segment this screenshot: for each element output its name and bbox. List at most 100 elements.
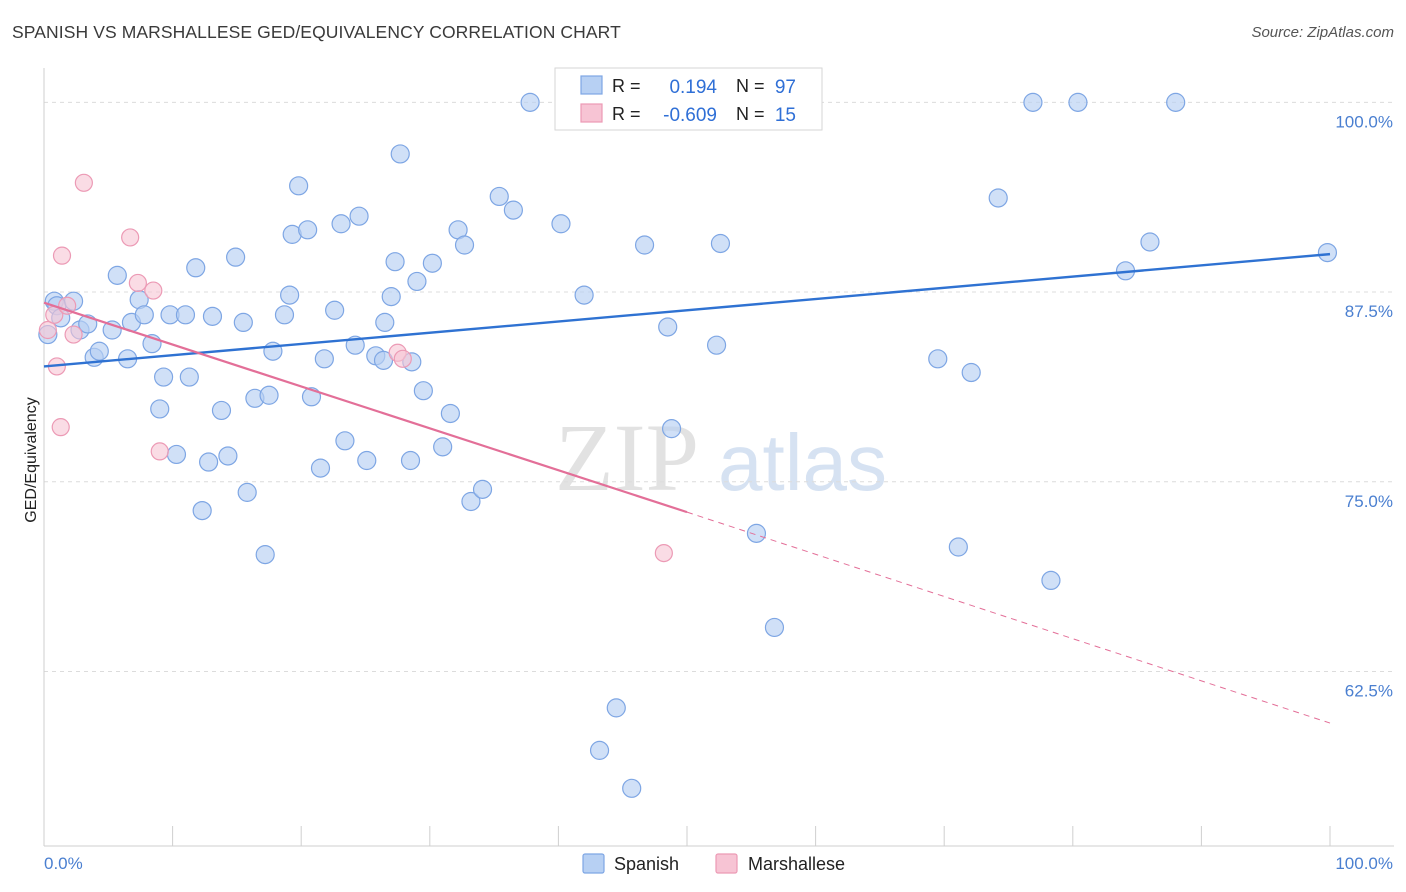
source-label: Source: ZipAtlas.com (1251, 24, 1394, 41)
marshallese-point-10 (144, 281, 163, 300)
spanish-point-60 (433, 437, 453, 457)
spanish-point-44 (331, 214, 351, 234)
spanish-point-14 (134, 305, 154, 325)
spanish-r-label: R = (612, 76, 641, 96)
spanish-point-90 (1023, 92, 1043, 112)
marshallese-trend-line (43, 301, 688, 514)
spanish-point-39 (298, 220, 318, 240)
marshallese-stat-swatch (580, 103, 603, 123)
spanish-point-65 (472, 479, 493, 499)
spanish-point-63 (454, 235, 475, 255)
spanish-point-22 (186, 258, 206, 278)
spanish-point-43 (325, 300, 345, 320)
spanish-point-66 (489, 186, 509, 207)
spanish-point-95 (1166, 92, 1186, 112)
spanish-point-71 (574, 285, 594, 305)
spanish-point-94 (1140, 232, 1160, 252)
marshallese-points (38, 173, 673, 563)
legend-label-marshallese: Marshallese (748, 854, 845, 874)
spanish-point-55 (400, 450, 421, 471)
spanish-point-52 (381, 287, 401, 307)
spanish-point-79 (706, 335, 727, 355)
spanish-point-45 (335, 431, 355, 451)
spanish-point-57 (407, 271, 427, 292)
spanish-point-21 (179, 367, 199, 387)
marshallese-point-11 (150, 442, 169, 461)
spanish-r-value: 0.194 (669, 77, 717, 98)
y-tick-label-2: 75.0% (1345, 492, 1393, 511)
spanish-point-50 (373, 350, 394, 370)
spanish-point-38 (289, 176, 309, 196)
marshallese-point-14 (654, 543, 673, 563)
spanish-point-36 (280, 285, 300, 305)
spanish-point-64 (461, 491, 481, 512)
legend-label-spanish: Spanish (614, 854, 679, 874)
spanish-point-16 (150, 399, 170, 419)
spanish-point-58 (413, 381, 433, 401)
spanish-point-91 (1041, 570, 1061, 591)
spanish-point-28 (226, 247, 246, 267)
spanish-point-72 (589, 740, 610, 760)
spanish-point-42 (314, 349, 334, 369)
spanish-point-32 (255, 545, 275, 565)
y-tick-label-3: 62.5% (1345, 681, 1393, 700)
legend-swatch-marshallese (715, 853, 738, 874)
spanish-point-75 (634, 235, 655, 255)
spanish-trend-line (43, 252, 1331, 368)
spanish-point-51 (375, 312, 395, 333)
spanish-point-29 (233, 312, 253, 333)
spanish-point-54 (390, 144, 410, 164)
spanish-point-82 (746, 523, 767, 543)
spanish-point-88 (961, 362, 981, 383)
chart-title: SPANISH VS MARSHALLESE GED/EQUIVALENCY C… (12, 22, 621, 42)
spanish-point-47 (349, 206, 369, 226)
spanish-point-89 (988, 188, 1008, 208)
trend-lines (43, 252, 1331, 724)
spanish-point-20 (175, 305, 196, 325)
y-tick-labels: 100.0% 87.5% 75.0% 62.5% (1335, 112, 1393, 700)
spanish-point-27 (218, 446, 238, 466)
marshallese-point-9 (128, 273, 147, 293)
marshallese-point-3 (51, 418, 70, 437)
spanish-point-96 (1317, 243, 1338, 263)
watermark: ZIP atlas (555, 404, 887, 511)
marshallese-r-value: -0.609 (663, 105, 717, 126)
marshallese-point-7 (74, 173, 93, 192)
spanish-point-76 (658, 317, 678, 337)
spanish-point-30 (237, 482, 257, 502)
y-axis-title: GED/Equivalency (23, 397, 40, 522)
spanish-point-23 (192, 501, 212, 521)
marshallese-point-13 (393, 349, 412, 368)
watermark-atlas: atlas (718, 418, 887, 507)
spanish-point-86 (928, 349, 948, 369)
spanish-point-87 (948, 537, 968, 557)
legend: Spanish Marshallese (582, 853, 845, 874)
spanish-point-83 (764, 617, 785, 638)
marshallese-point-8 (121, 228, 140, 247)
marshallese-point-0 (38, 320, 57, 340)
x-tick-label-min: 0.0% (44, 854, 83, 873)
spanish-point-26 (211, 400, 232, 421)
spanish-point-53 (385, 252, 405, 272)
x-tick-label-max: 100.0% (1335, 854, 1393, 873)
spanish-point-35 (274, 305, 295, 325)
marshallese-n-label: N = (736, 104, 765, 124)
marshallese-n-value: 15 (775, 105, 796, 126)
spanish-point-8 (89, 341, 109, 361)
spanish-point-73 (606, 698, 626, 718)
y-tick-label-0: 100.0% (1335, 112, 1393, 131)
marshallese-point-4 (52, 246, 72, 265)
spanish-point-59 (422, 253, 442, 273)
spanish-point-92 (1068, 92, 1088, 112)
spanish-n-value: 97 (775, 77, 796, 98)
spanish-point-24 (199, 452, 219, 472)
spanish-n-label: N = (736, 76, 765, 96)
stats-box: R = 0.194 N = 97 R = -0.609 N = 15 (554, 67, 823, 131)
marshallese-r-label: R = (612, 104, 641, 124)
spanish-point-17 (153, 367, 174, 387)
spanish-point-67 (503, 200, 523, 220)
spanish-point-80 (710, 233, 731, 254)
y-tick-label-1: 87.5% (1345, 302, 1393, 321)
marshallese-trend-extension (686, 511, 1331, 724)
